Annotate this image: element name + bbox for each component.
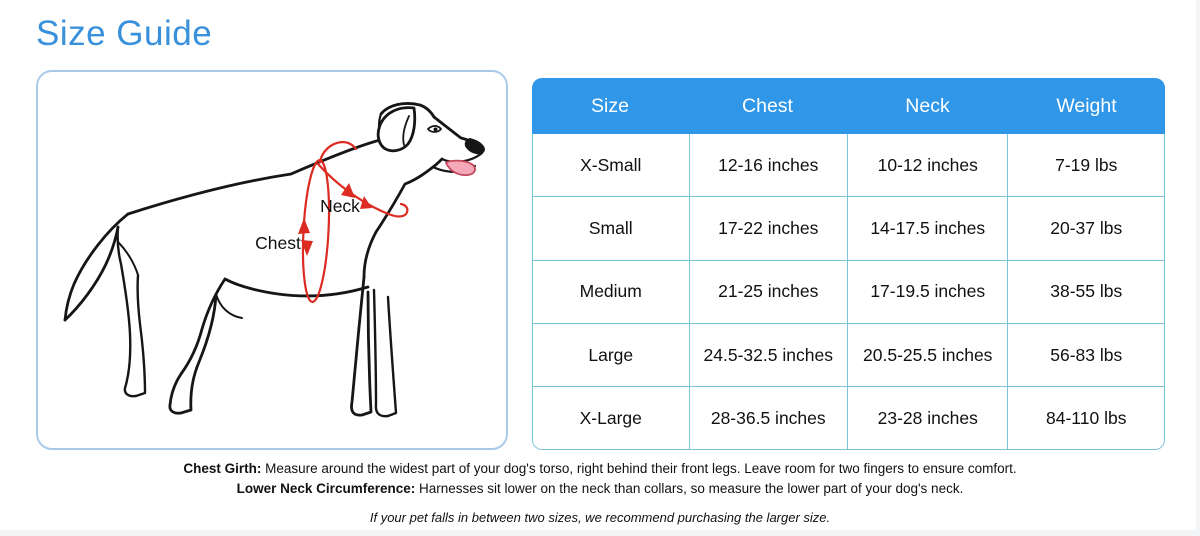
chest-measure-label: Chest (255, 233, 301, 253)
cell-weight: 38-55 lbs (1007, 260, 1164, 323)
neck-measure-line (316, 140, 409, 218)
cell-weight: 7-19 lbs (1007, 134, 1164, 197)
dog-nose (464, 138, 485, 155)
dog-measurement-diagram: Neck Chest (36, 70, 508, 450)
cell-neck: 10-12 inches (847, 134, 1007, 197)
neck-circumference-note-text: Harnesses sit lower on the neck than col… (415, 481, 964, 496)
chest-girth-note-text: Measure around the widest part of your d… (261, 461, 1017, 476)
dog-illustration: Neck Chest (63, 102, 485, 418)
cell-neck: 17-19.5 inches (847, 260, 1007, 323)
cell-chest: 12-16 inches (688, 134, 848, 197)
measure-arrow-upleft-icon (341, 183, 355, 198)
cell-size: Small (588, 217, 633, 238)
column-header-weight: Weight (1056, 94, 1117, 117)
measure-arrow-downright-icon (360, 196, 372, 209)
cell-size: Medium (579, 281, 642, 302)
table-row: X-Large 28-36.5 inches 23-28 inches 84-1… (533, 386, 1164, 450)
chest-girth-note-label: Chest Girth: (183, 461, 262, 476)
dog-ear-fold (402, 115, 410, 146)
page-title: Size Guide (36, 14, 213, 53)
cell-neck: 14-17.5 inches (847, 197, 1007, 260)
size-table-body: X-Small 12-16 inches 10-12 inches 7-19 l… (532, 134, 1165, 451)
size-table-header: Size Chest Neck Weight (532, 78, 1165, 134)
cell-chest: 24.5-32.5 inches (688, 323, 848, 387)
measure-arrow-down-icon (301, 240, 313, 256)
column-header-chest: Chest (742, 94, 793, 117)
cell-chest: 28-36.5 inches (688, 387, 848, 450)
neck-measure-label: Neck (320, 196, 360, 216)
dog-ear (376, 106, 417, 153)
table-row: Large 24.5-32.5 inches 20.5-25.5 inches … (533, 322, 1164, 387)
cell-size: X-Small (580, 154, 642, 175)
cell-weight: 20-37 lbs (1007, 197, 1164, 260)
cell-weight: 56-83 lbs (1007, 323, 1164, 387)
measure-arrow-up-icon (298, 218, 310, 234)
table-row: Small 17-22 inches 14-17.5 inches 20-37 … (533, 196, 1164, 260)
column-header-neck: Neck (905, 94, 950, 117)
size-table: Size Chest Neck Weight X-Small 12-16 inc… (532, 78, 1165, 451)
dog-tongue (444, 159, 476, 176)
cell-chest: 17-22 inches (688, 197, 848, 260)
neck-circumference-note-label: Lower Neck Circumference: (236, 481, 416, 496)
dog-eye (426, 125, 443, 133)
cell-neck: 23-28 inches (847, 387, 1007, 450)
cell-weight: 84-110 lbs (1007, 387, 1164, 450)
table-row: X-Small 12-16 inches 10-12 inches 7-19 l… (533, 134, 1164, 197)
dog-outline (63, 102, 484, 418)
cell-size: X-Large (579, 407, 642, 428)
measurement-notes: Chest Girth: Measure around the widest p… (0, 459, 1200, 528)
chest-girth-note: Chest Girth: Measure around the widest p… (0, 459, 1200, 479)
column-header-size: Size (591, 94, 629, 117)
sizing-disclaimer: If your pet falls in between two sizes, … (369, 510, 831, 525)
chest-measure-line (298, 158, 331, 304)
neck-circumference-note: Lower Neck Circumference: Harnesses sit … (0, 479, 1200, 499)
cell-chest: 21-25 inches (688, 260, 848, 323)
cell-neck: 20.5-25.5 inches (847, 323, 1007, 387)
table-row: Medium 21-25 inches 17-19.5 inches 38-55… (533, 259, 1164, 323)
cell-size: Large (588, 344, 634, 365)
